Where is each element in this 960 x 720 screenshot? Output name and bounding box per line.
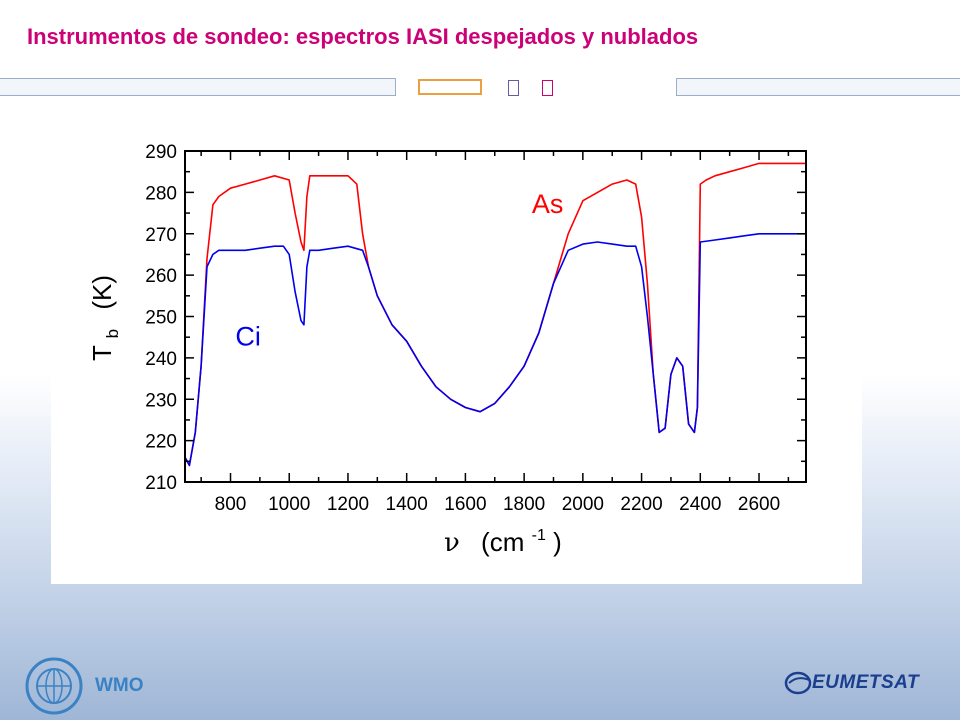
x-tick-label: 2200 (620, 494, 662, 515)
y-tick-label: 210 (145, 473, 177, 494)
ticks-layer: 800 1000 1200 1400 1600 1800 2000 2200 2400 2600 2… (145, 142, 806, 515)
y-tick-label: 290 (145, 142, 177, 163)
spectrum-chart: 800 1000 1200 1400 1600 1800 2000 2200 2400 2600 2… (87, 142, 807, 558)
page-title: Instrumentos de sondeo: espectros IASI d… (27, 24, 699, 49)
x-tick-label: 1200 (327, 494, 369, 515)
y-tick-label: 240 (145, 349, 177, 370)
y-axis-unit: (K) (87, 275, 117, 310)
series-line-as (184, 162, 806, 467)
eumetsat-label: EUMETSAT (812, 672, 920, 693)
x-tick-label: 2400 (679, 494, 721, 515)
wmo-emblem-icon (25, 657, 83, 715)
header-ornament-square-magenta (542, 80, 553, 96)
header-ornament-square-purple (508, 80, 519, 96)
chart-panel: 800 1000 1200 1400 1600 1800 2000 2200 2400 2600 2… (51, 131, 862, 584)
header-ornament-rectangle (418, 79, 482, 95)
y-tick-label: 260 (145, 266, 177, 287)
y-tick-label: 220 (145, 432, 177, 453)
x-tick-label: 800 (215, 494, 247, 515)
annotation-as: As (532, 189, 564, 219)
y-axis-symbol: T (87, 345, 117, 361)
x-axis-label: ν (cm -1 ) (444, 516, 562, 558)
x-tick-label: 1000 (268, 494, 310, 515)
eumetsat-logo-icon (784, 671, 812, 695)
x-axis-unit-exponent: -1 (532, 527, 546, 544)
x-axis-symbol: ν (444, 528, 460, 558)
x-tick-label: 2600 (738, 494, 780, 515)
y-tick-label: 270 (145, 225, 177, 246)
x-tick-label: 1600 (444, 494, 486, 515)
x-axis-unit: (cm (481, 527, 524, 557)
series-line-ci (184, 233, 806, 467)
plot-frame (184, 150, 807, 483)
x-tick-label: 1400 (386, 494, 428, 515)
x-tick-label: 1800 (503, 494, 545, 515)
y-axis-subscript: b (103, 329, 122, 338)
header-band-left (0, 78, 396, 96)
annotation-layer: As Ci (235, 189, 563, 351)
y-axis-label: T b (K) (87, 275, 124, 361)
y-tick-label: 280 (145, 183, 177, 204)
x-axis-unit-close: ) (553, 527, 562, 557)
series-layer (184, 162, 806, 467)
wmo-label: WMO (95, 675, 144, 696)
y-tick-label: 230 (145, 390, 177, 411)
header-band-right (676, 78, 960, 96)
x-tick-label: 2000 (562, 494, 604, 515)
y-tick-label: 250 (145, 308, 177, 329)
annotation-ci: Ci (235, 321, 261, 351)
